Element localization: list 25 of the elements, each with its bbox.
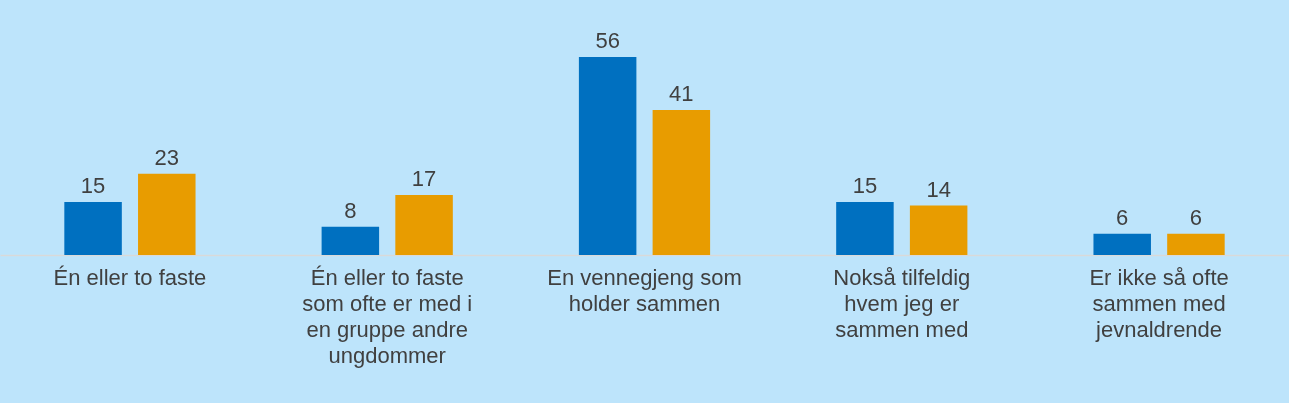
data-label: 6 [1189, 204, 1203, 230]
bar [138, 173, 196, 255]
data-label: 17 [411, 165, 437, 191]
bar [64, 201, 122, 255]
bar [395, 194, 453, 255]
data-label: 41 [669, 81, 694, 107]
x-tick-label: Én eller to faste som ofte er med i en gruppe andre ungdommer [302, 264, 473, 368]
x-tick-label: En vennegjeng som holder sammen [547, 264, 742, 316]
bar [909, 205, 968, 255]
data-label: 14 [926, 176, 951, 202]
bar [652, 110, 711, 255]
data-label: 23 [154, 144, 180, 170]
bar [1167, 233, 1225, 255]
x-tick-label: Nokså tilfeldig hvem jeg er sammen med [833, 264, 971, 342]
x-tick-label: Er ikke så ofte sammen med jevnaldrende [1089, 264, 1229, 342]
data-label: 56 [595, 28, 620, 53]
bar [321, 226, 380, 255]
bar [836, 201, 894, 255]
bar [578, 57, 637, 255]
x-tick-label: Én eller to faste [53, 264, 207, 290]
data-label: 6 [1116, 204, 1129, 230]
data-label: 8 [344, 197, 357, 223]
data-label: 15 [852, 172, 878, 198]
data-label: 15 [80, 172, 106, 198]
bar [1093, 233, 1151, 255]
